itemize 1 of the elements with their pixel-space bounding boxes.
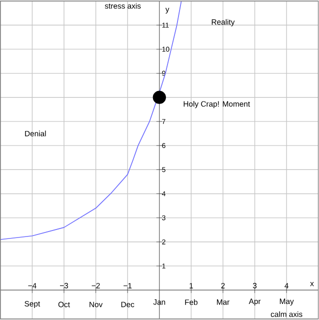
line-series — [0, 0, 182, 240]
